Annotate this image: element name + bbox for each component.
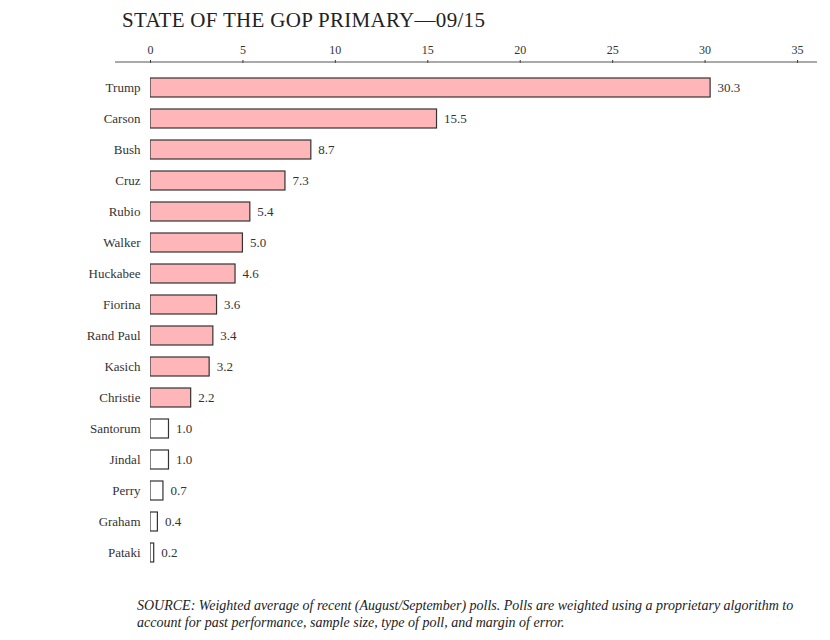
svg-text:10: 10 [329, 43, 341, 57]
svg-text:5.0: 5.0 [250, 235, 266, 250]
svg-text:Rubio: Rubio [109, 204, 141, 219]
svg-text:3.2: 3.2 [217, 359, 233, 374]
svg-text:Walker: Walker [103, 235, 141, 250]
svg-text:1.0: 1.0 [176, 452, 192, 467]
svg-text:Fiorina: Fiorina [103, 297, 141, 312]
svg-text:Cruz: Cruz [115, 173, 141, 188]
svg-text:Rand Paul: Rand Paul [87, 328, 141, 343]
svg-text:Huckabee: Huckabee [89, 266, 141, 281]
svg-text:35: 35 [792, 43, 804, 57]
svg-text:7.3: 7.3 [292, 173, 308, 188]
svg-text:0.7: 0.7 [170, 483, 187, 498]
svg-text:Carson: Carson [104, 111, 141, 126]
svg-text:20: 20 [514, 43, 526, 57]
svg-text:8.7: 8.7 [318, 142, 335, 157]
svg-text:Bush: Bush [114, 142, 141, 157]
svg-text:5: 5 [240, 43, 246, 57]
svg-text:Jindal: Jindal [109, 452, 140, 467]
svg-text:25: 25 [607, 43, 619, 57]
svg-text:3.4: 3.4 [220, 328, 237, 343]
svg-text:0.4: 0.4 [165, 514, 182, 529]
svg-text:30.3: 30.3 [718, 80, 741, 95]
svg-text:0: 0 [148, 43, 154, 57]
svg-text:4.6: 4.6 [243, 266, 260, 281]
svg-text:Santorum: Santorum [90, 421, 141, 436]
svg-text:1.0: 1.0 [176, 421, 192, 436]
svg-text:Trump: Trump [106, 80, 141, 95]
svg-text:Perry: Perry [112, 483, 141, 498]
svg-text:2.2: 2.2 [198, 390, 214, 405]
svg-text:Christie: Christie [99, 390, 140, 405]
svg-text:30: 30 [699, 43, 711, 57]
html-text:STATE OF THE GOP PRIMARY—09/15: STATE OF THE GOP PRIMARY—09/15 [122, 8, 486, 32]
svg-text:0.2: 0.2 [161, 545, 177, 560]
svg-text:Kasich: Kasich [104, 359, 141, 374]
svg-text:15.5: 15.5 [444, 111, 467, 126]
svg-text:Pataki: Pataki [108, 545, 141, 560]
svg-text:Graham: Graham [99, 514, 141, 529]
svg-text:3.6: 3.6 [224, 297, 241, 312]
svg-text:5.4: 5.4 [257, 204, 274, 219]
svg-text:15: 15 [422, 43, 434, 57]
html-text:SOURCE: Weighted average of re: SOURCE: Weighted average of recent (Augu… [137, 598, 794, 630]
